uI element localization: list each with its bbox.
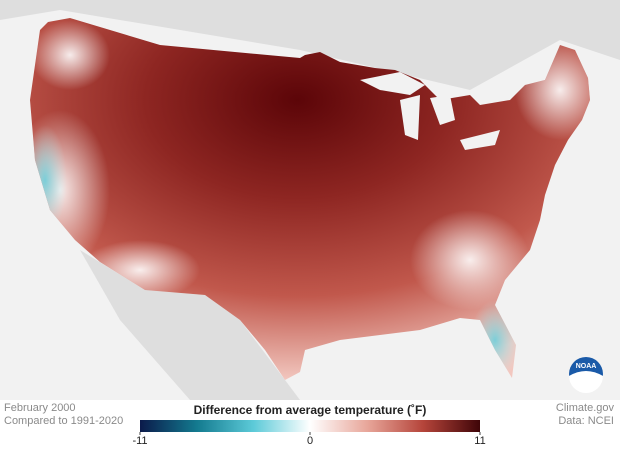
logo-text: NOAA [576, 363, 597, 370]
legend-title: Difference from average temperature (˚F) [194, 403, 427, 417]
mexico [80, 250, 300, 400]
canada [0, 0, 620, 90]
noaa-logo: NOAA [569, 357, 603, 393]
color-bar [140, 420, 480, 432]
tick-label: 0 [307, 435, 313, 447]
great-lakes [360, 72, 500, 150]
tick-label: -11 [132, 435, 147, 447]
footer-data: Data: NCEI [558, 415, 614, 427]
footer-source: Climate.gov [556, 402, 615, 414]
footer-date: February 2000 [4, 402, 76, 414]
footer-baseline: Compared to 1991-2020 [4, 415, 123, 427]
tick-label: 11 [474, 435, 485, 447]
